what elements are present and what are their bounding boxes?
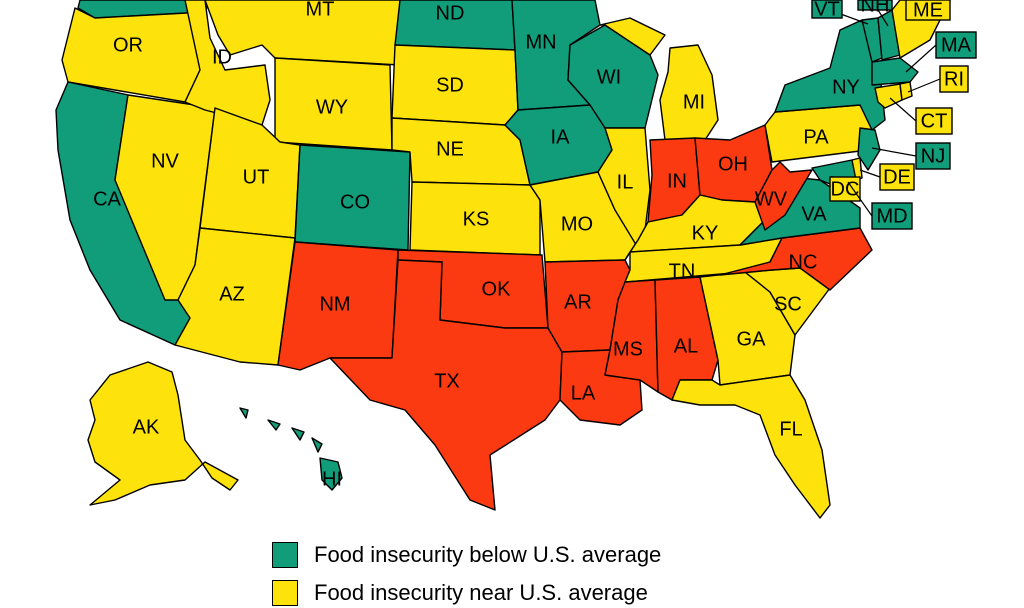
state-ks — [409, 181, 541, 256]
state-label-tn: TN — [669, 260, 696, 282]
state-label-oh: OH — [718, 153, 748, 175]
state-hi-part-3 — [291, 427, 305, 441]
state-hi-part-4 — [311, 437, 323, 453]
state-label-la: LA — [571, 382, 596, 404]
state-ms — [604, 279, 659, 393]
state-label-nv: NV — [151, 150, 179, 172]
state-label-in: IN — [667, 170, 687, 192]
state-label-nd: ND — [436, 2, 465, 24]
callout-box-nj — [915, 142, 951, 170]
state-ma — [871, 57, 919, 86]
state-label-az: AZ — [219, 283, 245, 305]
state-tx — [329, 259, 563, 511]
states-layer — [55, 0, 951, 519]
legend-item-near: Food insecurity near U.S. average — [272, 578, 648, 608]
callout-label-nh: NH — [861, 0, 890, 16]
callout-leader-md — [847, 181, 873, 217]
state-label-wi: WI — [597, 66, 621, 88]
state-id — [184, 0, 271, 126]
state-label-tx: TX — [434, 370, 460, 392]
state-label-or: OR — [113, 34, 143, 56]
callout-box-nh — [857, 0, 893, 11]
state-label-ms: MS — [613, 338, 643, 360]
state-label-ak: AK — [133, 416, 160, 438]
callout-label-de: DE — [883, 166, 911, 188]
state-hi-part-1 — [239, 407, 249, 419]
callout-label-me: ME — [913, 0, 943, 21]
state-nj — [857, 127, 881, 171]
state-hi-part-5 — [319, 457, 343, 491]
state-label-hi: HI — [322, 468, 342, 490]
callout-box-ct — [915, 107, 953, 135]
state-hi-part-2 — [267, 419, 281, 431]
callout-leader-ma — [905, 44, 937, 73]
callout-box-dc — [829, 176, 861, 202]
legend-swatch-below — [272, 542, 298, 568]
callout-label-vt: VT — [814, 0, 840, 20]
state-label-ky: KY — [692, 222, 719, 244]
state-wv — [754, 161, 813, 231]
state-label-ne: NE — [436, 138, 464, 160]
callout-box-md — [871, 202, 913, 230]
state-ri — [899, 81, 913, 101]
state-label-ia: IA — [551, 126, 571, 148]
state-label-mt: MT — [306, 0, 335, 20]
state-label-wy: WY — [316, 96, 348, 118]
state-label-ut: UT — [243, 166, 270, 188]
callout-box-ri — [939, 65, 969, 93]
callout-label-ct: CT — [921, 110, 948, 132]
state-nc — [719, 227, 873, 291]
state-label-sc: SC — [774, 293, 802, 315]
callout-box-ma — [935, 31, 977, 59]
legend-label-near: Food insecurity near U.S. average — [314, 580, 648, 605]
state-label-id: ID — [212, 46, 232, 68]
callout-label-dc: DC — [831, 178, 860, 200]
state-label-mi: MI — [683, 91, 705, 113]
callout-box-me — [905, 0, 951, 21]
state-label-ga: GA — [737, 328, 767, 350]
callout-leader-de — [859, 169, 881, 178]
state-label-ok: OK — [482, 278, 512, 300]
state-label-il: IL — [617, 171, 634, 193]
state-label-ar: AR — [564, 291, 592, 313]
state-ak — [87, 361, 239, 506]
state-fl — [671, 374, 831, 519]
callout-label-nj: NJ — [921, 145, 945, 167]
state-mt — [204, 0, 401, 66]
state-labels-layer: OR CA NV ID MT WY UT AZ CO NM ND SD NE KS OK TX MN IA MO AR… — [93, 0, 860, 490]
state-label-ny: NY — [832, 76, 860, 98]
state-label-mn: MN — [525, 31, 556, 53]
legend-item-below: Food insecurity below U.S. average — [272, 540, 661, 570]
callout-leader-nj — [871, 147, 917, 157]
callout-label-ri: RI — [944, 68, 964, 90]
state-label-wv: WV — [755, 188, 788, 210]
state-label-nm: NM — [319, 293, 350, 315]
callout-box-de — [879, 163, 915, 191]
state-label-pa: PA — [803, 126, 829, 148]
state-label-sd: SD — [436, 74, 464, 96]
callout-leader-ri — [907, 78, 941, 93]
state-label-va: VA — [801, 203, 827, 225]
state-label-mo: MO — [561, 213, 593, 235]
callout-box-vt — [811, 0, 843, 19]
legend-swatch-near — [272, 580, 298, 606]
callout-label-md: MD — [876, 205, 907, 227]
legend-label-below: Food insecurity below U.S. average — [314, 542, 662, 567]
callouts-layer: VT NH ME MA RI CT NJ DE DC MD — [811, 0, 977, 230]
state-label-co: CO — [340, 191, 370, 213]
state-de — [851, 157, 863, 181]
state-label-nc: NC — [789, 251, 818, 273]
state-mi-part-1 — [599, 17, 666, 56]
state-label-ca: CA — [93, 188, 121, 210]
callout-label-ma: MA — [941, 34, 972, 56]
state-label-fl: FL — [779, 418, 802, 440]
callout-leader-ct — [889, 97, 917, 122]
state-label-ks: KS — [463, 208, 490, 230]
state-label-al: AL — [674, 335, 698, 357]
